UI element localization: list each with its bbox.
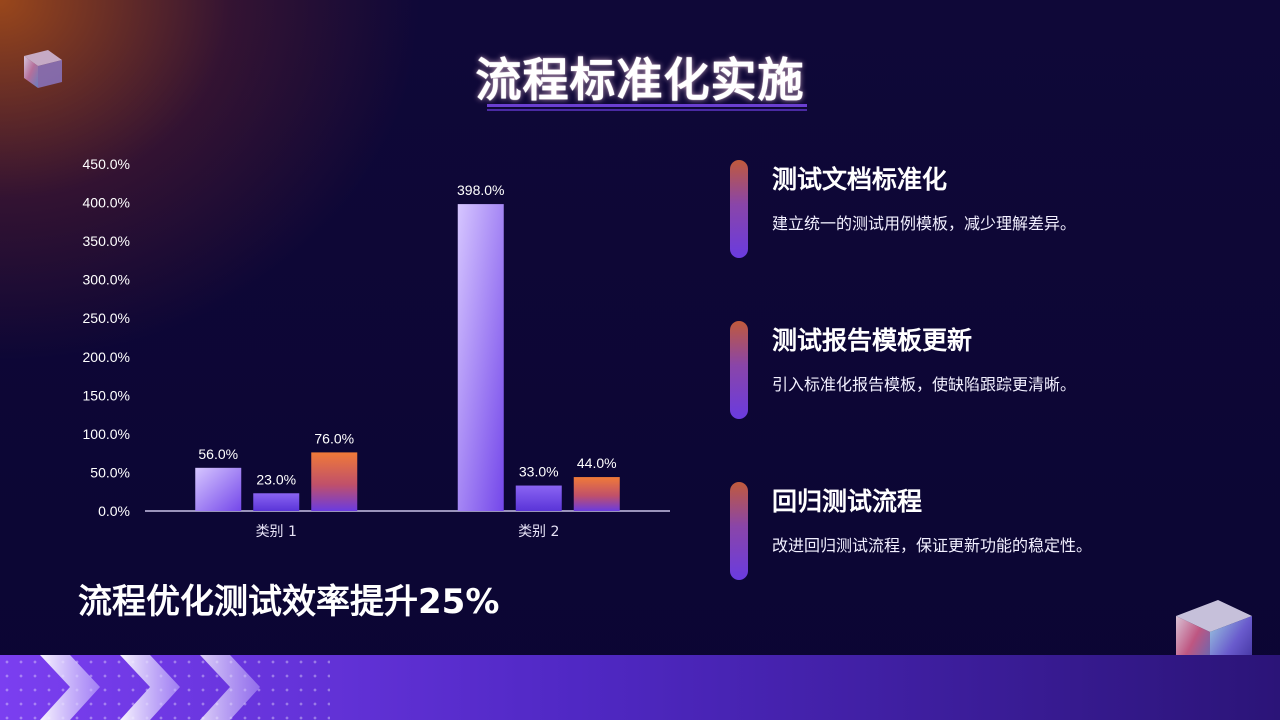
data-label: 33.0% [519,464,559,480]
bar-chart: 0.0% 50.0% 100.0% 150.0% 200.0% 250.0% 300.0% 3… [83,156,670,540]
y-tick-label: 250.0% [83,310,130,326]
item-description: 建立统一的测试用例模板，减少理解差异。 [772,214,1077,233]
data-label: 23.0% [256,471,296,487]
x-tick-label: 类别 2 [518,524,559,540]
item-description: 引入标准化报告模板，使缺陷跟踪更清晰。 [772,375,1077,394]
bar [457,204,504,511]
y-tick-label: 200.0% [83,349,130,365]
item-regression: 回归测试流程 改进回归测试流程，保证更新功能的稳定性。 [730,482,1250,582]
y-tick-label: 300.0% [83,272,130,288]
y-tick-label: 50.0% [90,464,130,480]
item-test-docs: 测试文档标准化 建立统一的测试用例模板，减少理解差异。 [730,160,1250,260]
bar [573,477,620,511]
y-tick-label: 150.0% [83,387,130,403]
item-heading: 测试文档标准化 [772,165,948,194]
bar [195,467,242,511]
item-accent-bar [730,321,748,419]
item-heading: 回归测试流程 [772,487,923,516]
bar [253,493,300,511]
footer-band [0,655,1280,720]
glass-cube-icon [24,50,62,88]
y-tick-label: 0.0% [98,503,130,519]
page-title: 流程标准化实施 [475,53,805,107]
chevron-arrows-icon [40,655,260,720]
bar [311,452,358,511]
title-underline-secondary [487,109,807,111]
item-accent-bar [730,160,748,258]
item-description: 改进回归测试流程，保证更新功能的稳定性。 [772,536,1093,555]
bar [515,485,562,511]
title-underline [487,104,807,107]
y-tick-label: 100.0% [83,426,130,442]
item-heading: 测试报告模板更新 [772,326,973,355]
efficiency-headline: 流程优化测试效率提升25% [78,582,500,622]
data-label: 56.0% [198,446,238,462]
data-label: 76.0% [314,430,354,446]
y-tick-label: 350.0% [83,233,130,249]
item-report-template: 测试报告模板更新 引入标准化报告模板，使缺陷跟踪更清晰。 [730,321,1250,421]
data-label: 44.0% [577,455,617,471]
y-tick-label: 400.0% [83,195,130,211]
x-tick-label: 类别 1 [256,524,297,540]
y-tick-label: 450.0% [83,156,130,172]
item-accent-bar [730,482,748,580]
data-label: 398.0% [457,182,504,198]
